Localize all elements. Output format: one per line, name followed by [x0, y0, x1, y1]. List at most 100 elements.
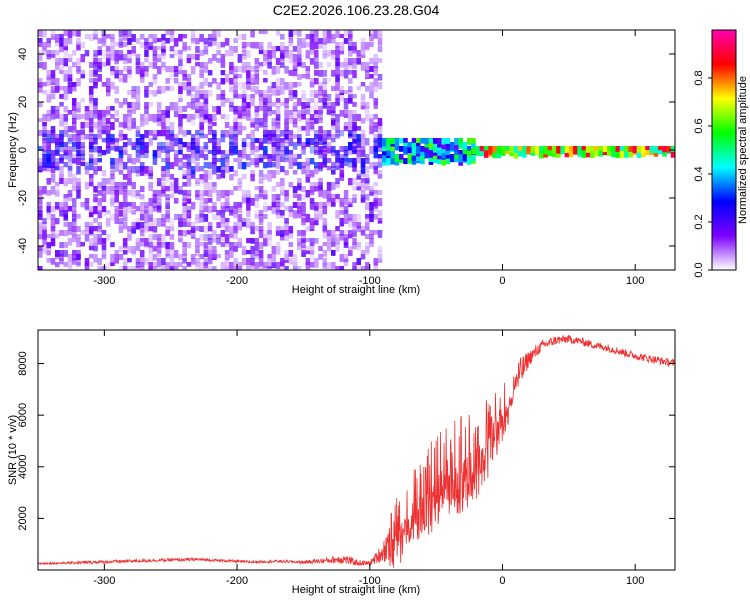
heatmap-cell	[254, 70, 260, 75]
heatmap-cell	[195, 238, 200, 247]
spectrogram-x-tick-label: -100	[359, 275, 381, 287]
heatmap-cell	[63, 198, 69, 207]
heatmap-cell	[360, 230, 366, 236]
heatmap-cell	[182, 34, 187, 39]
heatmap-cell	[318, 130, 323, 139]
heatmap-cell	[203, 258, 209, 266]
heatmap-cell	[360, 182, 366, 189]
heatmap-cell	[284, 234, 289, 241]
heatmap-cell	[348, 30, 353, 39]
heatmap-cell	[156, 250, 162, 257]
heatmap-cell	[297, 210, 302, 219]
heatmap-cell	[224, 238, 230, 244]
heatmap-cell	[182, 258, 187, 264]
heatmap-cell	[195, 182, 200, 187]
heatmap-cell	[148, 82, 153, 88]
heatmap-cell	[373, 162, 379, 171]
heatmap-cell	[403, 138, 408, 143]
heatmap-cell	[280, 210, 285, 216]
heatmap-cell	[492, 150, 497, 159]
heatmap-cell	[352, 62, 357, 69]
heatmap-cell	[305, 174, 311, 183]
heatmap-cell	[127, 230, 132, 236]
heatmap-cell	[526, 150, 531, 155]
heatmap-cell	[212, 266, 217, 270]
heatmap-cell	[263, 58, 268, 66]
heatmap-cell	[369, 34, 374, 42]
heatmap-cell	[233, 82, 238, 87]
heatmap-cell	[305, 98, 311, 106]
heatmap-cell	[139, 42, 145, 49]
heatmap-cell	[63, 114, 69, 122]
heatmap-cell	[212, 230, 217, 238]
heatmap-cell	[122, 66, 128, 72]
heatmap-cell	[122, 206, 128, 215]
heatmap-cell	[318, 62, 323, 69]
heatmap-cell	[343, 150, 349, 156]
heatmap-cell	[288, 114, 294, 120]
heatmap-cell	[258, 178, 264, 184]
heatmap-cell	[182, 106, 187, 112]
heatmap-cell	[50, 162, 56, 169]
heatmap-cell	[42, 218, 47, 224]
heatmap-cell	[165, 162, 170, 170]
heatmap-cell	[280, 226, 285, 232]
heatmap-cell	[267, 138, 272, 145]
heatmap-cell	[373, 66, 379, 71]
heatmap-cell	[199, 134, 204, 139]
heatmap-cell	[148, 262, 153, 270]
heatmap-cell	[348, 50, 353, 57]
heatmap-cell	[258, 138, 264, 147]
heatmap-cell	[80, 158, 86, 165]
heatmap-cell	[59, 158, 64, 164]
heatmap-cell	[97, 126, 102, 133]
heatmap-cell	[233, 78, 238, 83]
heatmap-cell	[437, 154, 442, 160]
heatmap-cell	[275, 118, 281, 126]
heatmap-cell	[118, 218, 124, 225]
heatmap-cell	[318, 146, 323, 153]
heatmap-cell	[267, 58, 272, 65]
heatmap-cell	[101, 114, 107, 122]
heatmap-cell	[318, 178, 323, 186]
heatmap-cell	[97, 182, 102, 189]
heatmap-cell	[267, 158, 272, 163]
heatmap-cell	[263, 30, 268, 35]
heatmap-cell	[199, 34, 204, 42]
heatmap-cell	[539, 146, 544, 153]
heatmap-cell	[182, 230, 187, 237]
heatmap-cell	[246, 218, 251, 225]
heatmap-cell	[381, 146, 387, 152]
heatmap-cell	[118, 74, 124, 82]
heatmap-cell	[161, 158, 166, 163]
heatmap-cell	[241, 190, 247, 197]
heatmap-cell	[352, 226, 357, 233]
heatmap-cell	[190, 34, 196, 41]
heatmap-cell	[59, 230, 64, 236]
heatmap-cell	[131, 202, 136, 209]
heatmap-cell	[127, 66, 132, 71]
heatmap-cell	[110, 198, 115, 205]
heatmap-cell	[161, 182, 166, 189]
heatmap-cell	[42, 126, 47, 133]
heatmap-cell	[271, 262, 277, 269]
heatmap-cell	[241, 54, 247, 60]
heatmap-cell	[114, 70, 119, 79]
heatmap-cell	[139, 134, 145, 140]
heatmap-cell	[305, 166, 311, 174]
heatmap-cell	[144, 166, 149, 174]
heatmap-cell	[114, 66, 119, 74]
heatmap-cell	[348, 42, 353, 51]
heatmap-cell	[63, 46, 69, 51]
heatmap-cell	[339, 162, 345, 169]
heatmap-cell	[50, 214, 56, 222]
heatmap-cell	[38, 50, 43, 55]
heatmap-cell	[71, 186, 77, 191]
heatmap-cell	[343, 262, 349, 267]
heatmap-cell	[339, 130, 345, 137]
heatmap-cell	[611, 146, 616, 152]
heatmap-cell	[127, 114, 132, 123]
heatmap-cell	[161, 166, 166, 171]
heatmap-cell	[199, 202, 204, 207]
